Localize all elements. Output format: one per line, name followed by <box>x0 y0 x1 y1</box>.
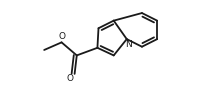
Text: O: O <box>66 74 73 83</box>
Text: N: N <box>125 40 132 48</box>
Text: O: O <box>59 32 66 41</box>
